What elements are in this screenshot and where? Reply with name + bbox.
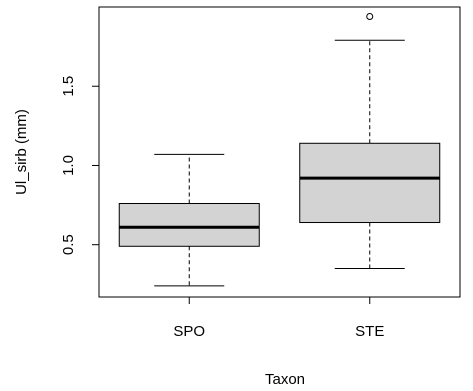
y-tick-label: 1.5	[60, 76, 77, 97]
x-axis: SPO STE	[173, 296, 384, 340]
y-axis-title: Ul_sirb (mm)	[13, 109, 30, 195]
boxes-layer	[118, 13, 441, 287]
outlier-point	[366, 13, 374, 21]
box-ste	[299, 13, 441, 269]
box-spo	[118, 153, 260, 287]
x-tick-label: STE	[355, 323, 384, 340]
y-axis: 0.5 1.0 1.5	[60, 76, 100, 255]
iqr-box	[299, 142, 441, 224]
iqr-box	[118, 203, 260, 247]
x-tick-label: SPO	[173, 323, 205, 340]
y-tick-label: 1.0	[60, 155, 77, 176]
y-tick-label: 0.5	[60, 234, 77, 255]
x-axis-title: Taxon	[265, 371, 305, 388]
